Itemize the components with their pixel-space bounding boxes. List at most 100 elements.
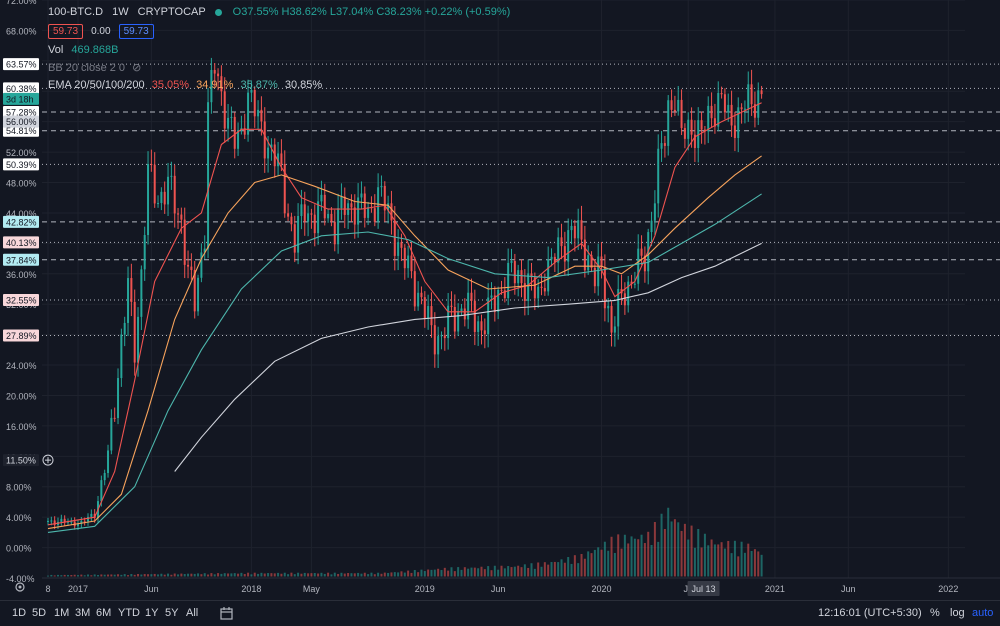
candle-body	[730, 104, 733, 126]
candle-body	[197, 277, 200, 312]
candle-body	[477, 321, 480, 332]
candle-body	[503, 290, 506, 299]
volume-bar	[97, 574, 100, 577]
volume-bar	[523, 564, 526, 577]
volume-bar	[177, 574, 180, 577]
ema50-value: 34.91%	[196, 79, 234, 91]
auto-toggle[interactable]: auto	[972, 607, 994, 619]
volume-bar	[363, 572, 366, 577]
volume-bar	[453, 571, 456, 577]
candle-body	[410, 255, 413, 272]
volume-bar	[517, 565, 520, 577]
y-tick-label: 24.00%	[6, 361, 37, 371]
volume-bar	[103, 574, 106, 577]
bottom-toolbar: 1D 5D 1M 3M 6M YTD 1Y 5Y All 12:16:01 (U…	[0, 600, 1000, 626]
timeframe-1y[interactable]: 1Y	[145, 607, 159, 619]
volume-bar	[647, 531, 650, 577]
trade-row: 59.73 0.00 59.73	[48, 24, 154, 39]
timeframe-5y[interactable]: 5Y	[165, 607, 179, 619]
candle-body	[143, 235, 146, 270]
candle-body	[710, 105, 713, 119]
volume-bar	[443, 567, 446, 577]
volume-bar	[413, 570, 416, 577]
timeframe-3m[interactable]: 3M	[75, 607, 91, 619]
candle-body	[307, 213, 310, 222]
volume-bar	[500, 565, 503, 577]
log-toggle[interactable]: log	[950, 607, 965, 619]
buy-button[interactable]: 59.73	[118, 24, 154, 39]
volume-bar	[283, 572, 286, 577]
timeframe-1d[interactable]: 1D	[12, 607, 27, 619]
candle-body	[450, 305, 453, 308]
timeframe-6m[interactable]: 6M	[96, 607, 112, 619]
volume-bar	[190, 573, 193, 577]
sell-button[interactable]: 59.73	[48, 24, 84, 39]
volume-bar	[377, 572, 380, 577]
candle-body	[517, 270, 520, 284]
y-tick-label: 4.00%	[6, 513, 32, 523]
volume-bar	[660, 513, 663, 577]
volume-bar	[247, 572, 250, 577]
level-badge	[3, 329, 39, 342]
volume-bar	[410, 572, 413, 577]
candle-body	[493, 295, 496, 312]
ema-legend[interactable]: EMA 20/50/100/200 35.05% 34.91% 35.87% 3…	[48, 79, 322, 91]
volume-bar	[60, 575, 63, 577]
candle-body	[697, 120, 700, 149]
volume-bar	[470, 567, 473, 577]
horizontal-levels[interactable]	[42, 63, 1000, 336]
level-badge	[3, 105, 39, 118]
settings-gear-icon	[15, 582, 25, 592]
volume-bar	[127, 575, 130, 577]
timeframe-1m[interactable]: 1M	[54, 607, 70, 619]
level-badge-label: 37.84%	[6, 255, 37, 265]
volume-bar	[717, 544, 720, 577]
timeframe-5d[interactable]: 5D	[32, 607, 47, 619]
candle-body	[437, 336, 440, 355]
ema200-line	[174, 242, 762, 472]
volume-bar	[563, 562, 566, 577]
eye-off-icon[interactable]: ⊘	[132, 62, 142, 74]
candle-body	[353, 207, 356, 225]
candle-body	[453, 307, 456, 332]
volume-bar	[50, 574, 53, 577]
volume-bar	[710, 539, 713, 577]
candle-body	[497, 289, 500, 312]
symbol-name[interactable]: 100-BTC.D	[48, 6, 104, 18]
volume-bar	[560, 559, 563, 577]
candle-body	[120, 334, 123, 379]
volume-bar	[533, 568, 536, 577]
volume-legend[interactable]: Vol 469.868B	[48, 44, 118, 56]
candle-body	[110, 417, 113, 451]
candle-body	[593, 267, 596, 287]
volume-bar	[527, 567, 530, 577]
volume-bar	[650, 544, 653, 577]
y-tick-label: -4.00%	[6, 574, 35, 584]
volume-bar	[317, 573, 320, 577]
bb-legend[interactable]: BB 20 close 2 0 ⊘	[48, 61, 141, 74]
candle-body	[330, 213, 333, 222]
volume-bar	[417, 572, 420, 577]
timeframe-all[interactable]: All	[186, 607, 199, 619]
candle-body	[563, 246, 566, 262]
volume-bar	[163, 574, 166, 577]
candle-body	[150, 164, 153, 166]
volume-bar	[87, 574, 90, 577]
x-tick-label: Jun	[491, 584, 506, 594]
interval-label[interactable]: 1W	[112, 6, 129, 18]
volume-bar	[610, 536, 613, 577]
volume-bar	[530, 563, 533, 577]
candle-body	[397, 242, 400, 256]
clock-display[interactable]: 12:16:01 (UTC+5:30)	[818, 607, 922, 619]
timeframe-ytd[interactable]: YTD	[118, 607, 140, 619]
candle-body	[53, 520, 56, 525]
candle-body	[717, 93, 720, 127]
volume-bar	[680, 530, 683, 577]
percent-toggle[interactable]: %	[930, 607, 940, 619]
volume-bar	[463, 567, 466, 577]
volume-bar	[620, 548, 623, 577]
date-range-icon[interactable]	[220, 607, 234, 620]
candle-body	[473, 300, 476, 332]
candle-body	[83, 520, 86, 522]
